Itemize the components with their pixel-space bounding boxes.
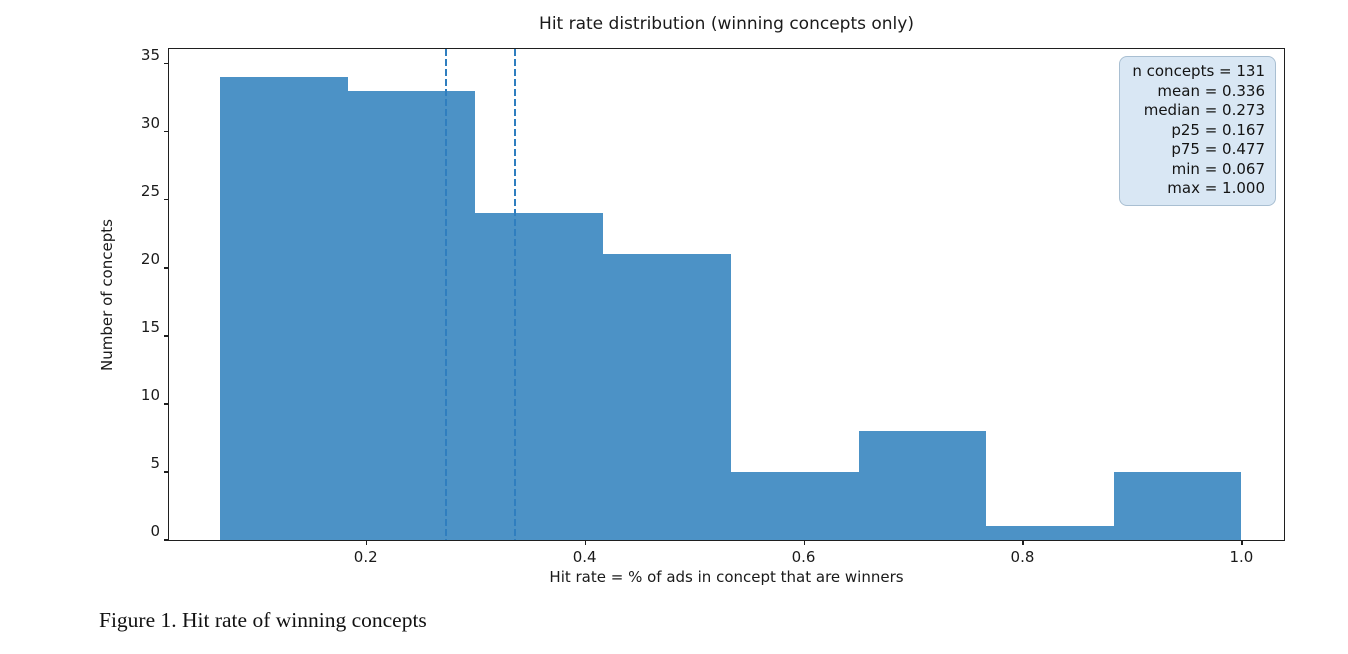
histogram-bar (1113, 471, 1242, 540)
y-axis-label: Number of concepts (98, 218, 116, 371)
stats-box-line: min = 0.067 (1171, 159, 1265, 178)
x-tick-label: 0.2 (353, 548, 378, 566)
plot-area: n concepts = 131 mean = 0.336 median = 0.2… (141, 46, 1285, 566)
histogram-bar (858, 431, 987, 540)
y-tick-mark (164, 403, 169, 405)
y-tick-mark (164, 471, 169, 473)
stats-box-line: max = 1.000 (1167, 179, 1265, 197)
histogram-bar (347, 90, 476, 540)
y-tick-mark (164, 267, 169, 269)
histogram-bar (475, 213, 604, 540)
stats-box-line: n concepts = 131 (1132, 62, 1265, 80)
x-tick-mark (584, 540, 587, 545)
y-tick-mark (164, 335, 169, 337)
x-axis-label: Hit rate = % of ads in concept that are … (549, 568, 904, 586)
x-tick-label: 0.8 (1010, 548, 1035, 566)
y-tick-label: 5 (150, 453, 160, 472)
y-tick-mark (164, 539, 169, 541)
x-tick-mark (803, 540, 806, 545)
y-tick-label: 15 (140, 317, 160, 336)
y-tick-label: 20 (140, 249, 160, 268)
figure-caption: Figure 1. Hit rate of winning concepts (99, 608, 427, 632)
y-tick-label: 35 (140, 45, 160, 64)
histogram-bar (220, 77, 348, 540)
x-tick-label: 0.6 (791, 548, 816, 566)
y-tick-mark (164, 130, 169, 133)
y-tick-label: 30 (140, 113, 160, 132)
x-tick-mark (1022, 540, 1024, 545)
y-tick-mark (164, 62, 169, 65)
x-tick-mark (365, 540, 368, 545)
stats-box-line: p75 = 0.477 (1171, 140, 1265, 158)
y-tick-label: 25 (140, 181, 160, 200)
mean-line (513, 49, 516, 540)
y-tick-label: 0 (150, 522, 160, 540)
y-tick-mark (164, 198, 169, 201)
x-tick-label: 0.4 (572, 548, 597, 566)
x-tick-mark (1241, 540, 1243, 545)
chart-title: Hit rate distribution (winning concepts … (539, 14, 914, 34)
stats-box-line: p25 = 0.167 (1171, 120, 1265, 139)
stats-box: n concepts = 131 mean = 0.336 median = 0.2… (1119, 56, 1276, 206)
y-tick-label: 10 (140, 385, 160, 404)
x-tick-label: 1.0 (1229, 548, 1254, 566)
histogram-bar (603, 254, 731, 540)
stats-box-line: median = 0.273 (1143, 101, 1265, 119)
histogram-bar (986, 526, 1114, 540)
median-line (444, 49, 447, 540)
stats-box-line: mean = 0.336 (1157, 81, 1265, 100)
histogram-bar (730, 471, 859, 540)
